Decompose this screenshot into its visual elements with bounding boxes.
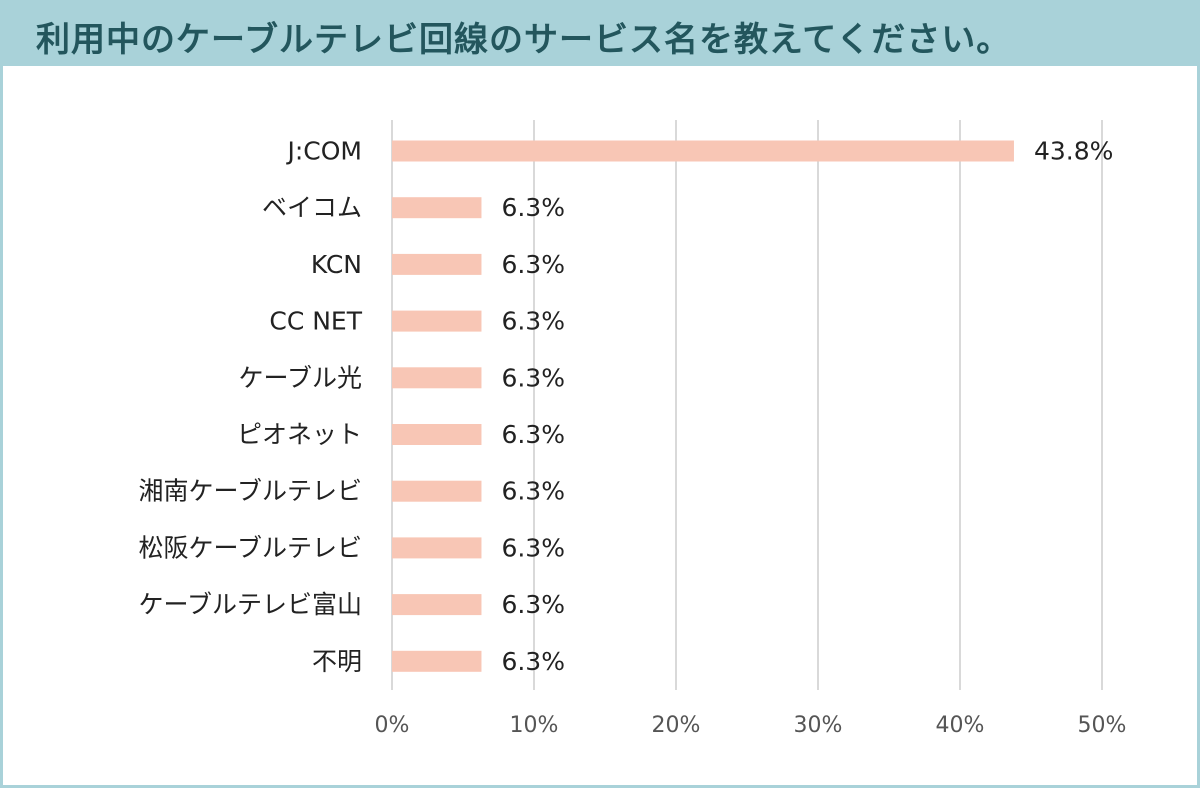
bar — [392, 140, 1014, 162]
category-label: 不明 — [312, 647, 362, 676]
x-tick-label: 40% — [936, 713, 985, 738]
bar — [392, 424, 482, 445]
category-label: ピオネット — [237, 420, 362, 449]
bar — [392, 594, 482, 616]
bar — [392, 310, 482, 332]
category-label: 湘南ケーブルテレビ — [138, 477, 362, 506]
category-label: ケーブル光 — [238, 363, 362, 392]
chart-title: 利用中のケーブルテレビ回線のサービス名を教えてください。 — [36, 20, 1012, 60]
category-label: ケーブルテレビ富山 — [138, 590, 362, 619]
bar — [392, 537, 482, 559]
title-bar: 利用中のケーブルテレビ回線のサービス名を教えてください。 — [0, 0, 1200, 66]
category-label: CC NET — [269, 307, 362, 336]
bar — [392, 367, 482, 389]
bar — [392, 253, 482, 275]
category-label: ベイコム — [262, 193, 362, 222]
value-label: 6.3% — [501, 363, 565, 392]
value-label: 6.3% — [501, 193, 565, 222]
category-label: J:COM — [286, 137, 363, 166]
value-label: 6.3% — [501, 250, 565, 279]
x-tick-label: 20% — [652, 713, 701, 738]
value-label: 6.3% — [501, 647, 565, 676]
category-label: 松阪ケーブルテレビ — [138, 533, 362, 562]
bar — [392, 197, 482, 219]
value-label: 6.3% — [501, 590, 565, 619]
value-label: 43.8% — [1034, 137, 1113, 166]
category-label: KCN — [311, 250, 362, 279]
value-label: 6.3% — [501, 420, 565, 449]
value-label: 6.3% — [501, 533, 565, 562]
bar — [392, 480, 482, 502]
x-tick-label: 10% — [510, 713, 559, 738]
value-label: 6.3% — [501, 307, 565, 336]
bar — [392, 650, 482, 672]
x-tick-label: 0% — [375, 713, 410, 738]
x-tick-label: 50% — [1078, 713, 1127, 738]
x-tick-label: 30% — [794, 713, 843, 738]
value-label: 6.3% — [501, 477, 565, 506]
